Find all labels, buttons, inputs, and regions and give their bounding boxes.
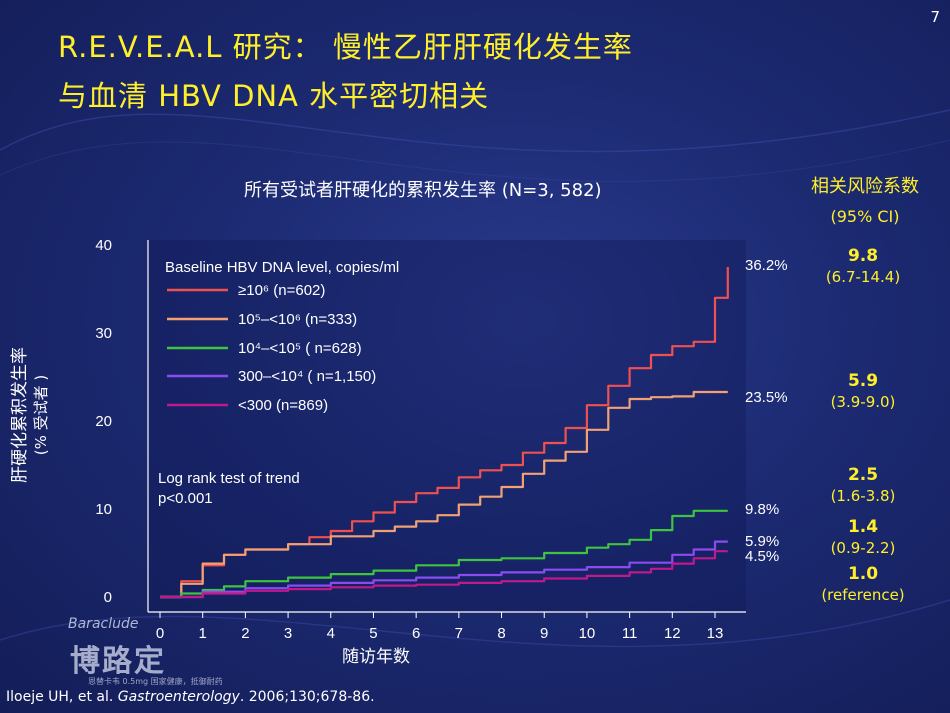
hazard-ratio-ci: (3.9-9.0) (830, 393, 896, 411)
series-line-2 (160, 509, 728, 599)
series-end-label: 23.5% (745, 389, 788, 406)
hazard-ratio-value: 1.0 (847, 564, 879, 584)
baraclude-logo: Baraclude 博路定 恩替卡韦 0.5mg 国家健康，抵御耐药 (60, 612, 223, 692)
series-end-label: 4.5% (745, 548, 779, 565)
x-tick-label: 13 (707, 625, 724, 642)
logo-name-text: 博路定 (70, 644, 166, 679)
hazard-ratio-item: 5.9 (3.9-9.0) (803, 371, 923, 412)
hazard-ratio-ci: (6.7-14.4) (825, 268, 901, 286)
legend-label: 300–<10⁴ ( n=1,150) (238, 368, 376, 385)
x-tick-label: 4 (327, 625, 335, 642)
series-line-4 (160, 550, 728, 599)
series-line-3 (160, 540, 728, 599)
hazard-ratio-value: 9.8 (847, 246, 879, 266)
hazard-ratio-value: 1.4 (847, 517, 879, 537)
x-tick-label: 5 (369, 625, 377, 642)
hazard-ratio-header-line-1: 相关风险系数 (811, 176, 919, 197)
hazard-ratio-value: 2.5 (847, 465, 879, 485)
y-tick-label: 0 (104, 589, 112, 606)
series-end-label: 9.8% (745, 501, 779, 518)
y-tick-label: 30 (95, 325, 112, 342)
legend-label: ≥10⁶ (n=602) (238, 282, 325, 299)
series-end-label: 36.2% (745, 257, 788, 274)
x-tick-label: 2 (241, 625, 249, 642)
citation-rest: . 2006;130;678-86. (239, 689, 375, 705)
hazard-ratio-ci: (0.9-2.2) (830, 539, 896, 557)
y-tick-label: 20 (95, 413, 112, 430)
y-tick-label: 40 (95, 237, 112, 254)
hazard-ratio-ci: (1.6-3.8) (830, 487, 896, 505)
hazard-ratio-item: 9.8 (6.7-14.4) (803, 246, 923, 287)
series-end-label: 5.9% (745, 533, 779, 550)
x-ticks: 0 1 2 3 4 5 6 7 8 9 10 11 12 13 (156, 612, 724, 642)
x-tick-label: 9 (540, 625, 548, 642)
hazard-ratio-header: 相关风险系数 (95% CI) (790, 172, 940, 232)
hazard-ratio-item: 1.4 (0.9-2.2) (803, 517, 923, 558)
hazard-ratio-item: 1.0 (reference) (803, 564, 923, 605)
hazard-ratio-item: 2.5 (1.6-3.8) (803, 465, 923, 506)
series-lines (160, 267, 729, 599)
series-line-1 (160, 390, 728, 599)
citation: Iloeje UH, et al. Gastroenterology. 2006… (6, 689, 375, 705)
x-tick-label: 7 (455, 625, 463, 642)
x-tick-label: 6 (412, 625, 420, 642)
legend: ≥10⁶ (n=602) 10⁵–<10⁶ (n=333) 10⁴–<10⁵ ( n… (167, 282, 376, 414)
citation-journal: Gastroenterology (117, 689, 240, 705)
x-tick-label: 3 (284, 625, 292, 642)
page-number: 7 (930, 8, 940, 26)
x-axis-label: 随访年数 (342, 647, 410, 666)
slide-title-line-1: R.E.V.E.A.L 研究： 慢性乙肝肝硬化发生率 (58, 30, 633, 64)
logo-brand-text: Baraclude (68, 616, 139, 632)
x-tick-label: 0 (156, 625, 164, 642)
legend-label: 10⁴–<10⁵ ( n=628) (238, 340, 362, 357)
y-tick-label: 10 (95, 501, 112, 518)
citation-authors: Iloeje UH, et al. (6, 689, 118, 705)
logo-sub-text: 恩替卡韦 0.5mg 国家健康，抵御耐药 (88, 677, 223, 686)
x-tick-label: 10 (579, 625, 596, 642)
y-ticks: 0 10 20 30 40 (95, 237, 112, 606)
x-tick-label: 8 (497, 625, 505, 642)
x-tick-label: 11 (622, 625, 638, 642)
x-tick-label: 12 (664, 625, 681, 642)
annotation-log-rank: Log rank test of trend (158, 470, 300, 487)
hazard-ratio-value: 5.9 (847, 371, 879, 391)
legend-title: Baseline HBV DNA level, copies/ml (165, 259, 399, 276)
hazard-ratio-header-line-2: (95% CI) (830, 207, 900, 226)
legend-label: 10⁵–<10⁶ (n=333) (238, 311, 357, 328)
slide-title-line-2: 与血清 HBV DNA 水平密切相关 (58, 79, 490, 113)
x-tick-label: 1 (199, 625, 207, 642)
series-end-labels: 36.2% 23.5% 9.8% 5.9%4.5% (745, 257, 788, 565)
annotation-p-value: p<0.001 (158, 490, 213, 507)
hazard-ratio-ci: (reference) (821, 586, 905, 604)
legend-label: <300 (n=869) (238, 397, 328, 414)
chart-title: 所有受试者肝硬化的累积发生率 (N=3, 582) (244, 180, 602, 201)
